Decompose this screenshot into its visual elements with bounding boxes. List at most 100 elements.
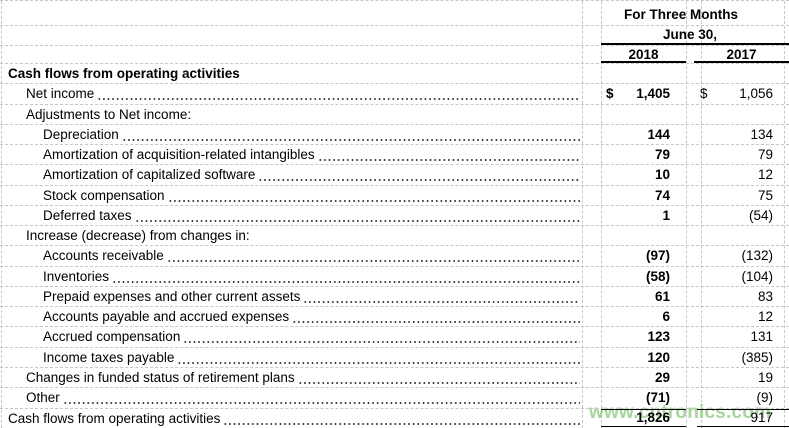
value-2017: 19 (697, 368, 789, 387)
row-label: Accounts payable and accrued expenses (43, 309, 290, 325)
table-row: Stock compensation 74 75 (0, 185, 789, 206)
amount: 123 (647, 329, 670, 345)
row-label: Cash flows from operating activities (8, 66, 240, 81)
value-2017: 83 (697, 287, 789, 306)
spacer (686, 206, 697, 225)
spacer (686, 64, 697, 83)
spacer (582, 84, 601, 103)
amount: 75 (757, 187, 773, 203)
dotted-leader (258, 165, 580, 185)
row-label: Accrued compensation (43, 329, 181, 345)
spacer (582, 206, 601, 225)
value-2018 (601, 64, 686, 83)
spacer (582, 287, 601, 306)
row-label-cell: Adjustments to Net income: (0, 105, 582, 124)
header-row-date: June 30, (0, 26, 789, 46)
amount: (132) (741, 248, 773, 264)
row-label-cell: Depreciation (0, 124, 582, 145)
spacer (686, 84, 697, 103)
spacer (582, 307, 601, 326)
row-label: Accounts receivable (43, 248, 164, 264)
amount: (54) (748, 207, 773, 223)
amount: (58) (645, 268, 670, 284)
value-2018: 1,826 (601, 409, 686, 428)
spacer (582, 125, 601, 144)
value-2018: $ 1,405 (601, 84, 686, 103)
dotted-leader (121, 124, 580, 145)
amount: (97) (645, 248, 670, 264)
table-row: Changes in funded status of retirement p… (0, 367, 789, 389)
row-label: Changes in funded status of retirement p… (26, 369, 295, 385)
spacer (582, 105, 601, 124)
row-label-cell: Increase (decrease) from changes in: (0, 226, 582, 245)
row-label-cell: Accounts receivable (0, 246, 582, 266)
amount: 134 (750, 126, 773, 142)
spacer (686, 105, 697, 124)
dotted-leader (183, 327, 580, 347)
value-2018: 74 (601, 186, 686, 205)
row-label-cell: Amortization of acquisition-related inta… (0, 145, 582, 165)
table-row: Accounts payable and accrued expenses 6 … (0, 307, 789, 328)
amount: 1 (662, 207, 670, 223)
row-label-cell: Cash flows from operating activities (0, 408, 582, 428)
dotted-leader (223, 408, 580, 428)
row-label-cell: Deferred taxes (0, 205, 582, 226)
watermark: www.cntronics.com (589, 402, 772, 423)
amount: (9) (756, 390, 774, 406)
period-subtitle: June 30, (601, 26, 789, 45)
row-label-cell: Inventories (0, 266, 582, 286)
row-label: Net income (26, 86, 95, 102)
value-2017: 12 (697, 165, 789, 184)
amount: 1,405 (636, 86, 670, 102)
amount: (385) (741, 349, 773, 365)
spacer (686, 246, 697, 265)
spacer (686, 145, 697, 164)
row-label-cell: Accrued compensation (0, 327, 582, 347)
value-2017: (9) (697, 388, 789, 407)
spacer (582, 145, 601, 164)
spacer (0, 1, 601, 25)
amount: 6 (662, 309, 670, 325)
value-2018: 61 (601, 287, 686, 306)
spacer (686, 125, 697, 144)
spacer (582, 226, 601, 245)
dollar-sign: $ (606, 86, 614, 102)
value-2018: 10 (601, 165, 686, 184)
dotted-leader (317, 145, 580, 165)
value-2018: 1 (601, 206, 686, 225)
row-label: Stock compensation (43, 187, 165, 203)
amount: 917 (750, 410, 773, 426)
dollar-sign: $ (700, 86, 708, 102)
value-2018: (58) (601, 267, 686, 286)
row-label-cell: Net income (0, 84, 582, 104)
value-2018: 120 (601, 348, 686, 367)
table-row: Inventories (58) (104) (0, 266, 789, 287)
value-2018: 29 (601, 368, 686, 387)
table-row: Adjustments to Net income: (0, 105, 789, 125)
value-2018 (601, 105, 686, 124)
row-label: Amortization of capitalized software (43, 167, 256, 183)
spacer (582, 348, 601, 367)
dotted-leader (97, 84, 580, 104)
dotted-leader (303, 286, 580, 307)
period-title: For Three Months (624, 7, 738, 22)
table-body: Cash flows from operating activities Net… (0, 64, 789, 428)
amount: 1,056 (739, 86, 773, 102)
header-row-years: 2018 2017 (0, 46, 789, 64)
spacer (686, 327, 697, 346)
value-2018: 123 (601, 327, 686, 346)
spacer (0, 26, 601, 45)
gridline-vertical (582, 1, 583, 428)
row-label-cell: Other (0, 388, 582, 408)
spacer (686, 267, 697, 286)
row-label-cell: Changes in funded status of retirement p… (0, 367, 582, 388)
table-row: Increase (decrease) from changes in: (0, 226, 789, 247)
amount: 144 (647, 126, 670, 142)
spacer (686, 226, 697, 245)
amount: 120 (647, 349, 670, 365)
amount: 12 (757, 167, 773, 183)
spacer (582, 165, 601, 184)
row-label-cell: Cash flows from operating activities (0, 64, 582, 83)
year-2018-header: 2018 (601, 46, 686, 63)
